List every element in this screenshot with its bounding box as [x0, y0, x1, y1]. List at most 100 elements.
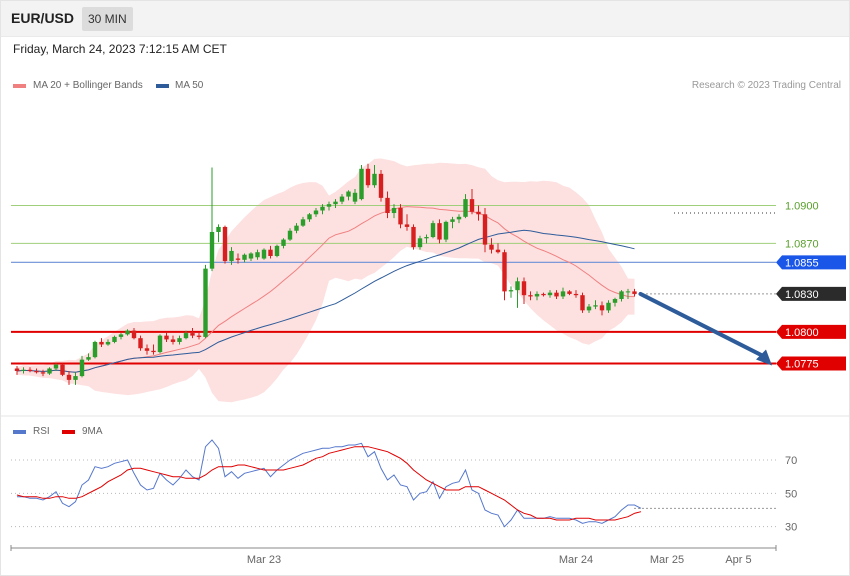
candle-body [632, 291, 637, 294]
candle-body [105, 341, 111, 345]
x-tick-label: Mar 24 [559, 554, 593, 566]
candle-body [177, 338, 182, 342]
candle-body [411, 226, 416, 248]
candle-body [34, 371, 39, 373]
candle-body [268, 249, 273, 256]
candle-body [567, 291, 572, 294]
rsi-tick-label: 50 [785, 488, 797, 500]
candle-body [456, 216, 462, 220]
candle-body [183, 333, 189, 339]
candle-body [326, 204, 332, 207]
candle-body [86, 357, 91, 360]
candle-body [281, 239, 286, 246]
level-tag-1.0855 [776, 255, 846, 270]
candle-body [385, 197, 390, 214]
candle-body [424, 237, 429, 239]
level-tag-1.0775 [776, 356, 846, 371]
bollinger-legend-label: MA 20 + Bollinger Bands [33, 80, 143, 91]
candle-body [339, 196, 345, 202]
candle-body [606, 302, 611, 311]
candle-body [92, 341, 98, 358]
candle-body [489, 244, 494, 250]
candle-body [573, 293, 579, 296]
candle-body [476, 211, 481, 215]
candle-body [79, 359, 85, 377]
candle-body [372, 173, 377, 186]
candle-body [307, 214, 312, 220]
candle-body [196, 335, 202, 337]
ma50-legend-swatch [156, 84, 169, 88]
candle-body [612, 298, 618, 303]
rsi-legend-swatch [13, 430, 26, 434]
candle-body [125, 330, 130, 335]
candle-body [352, 192, 358, 202]
candle-body [508, 290, 514, 292]
candle-body [66, 374, 72, 380]
candle-body [580, 295, 585, 311]
candle-body [443, 221, 449, 240]
candle-body [502, 252, 507, 292]
x-tick-label: Mar 25 [650, 554, 684, 566]
candle-body [463, 199, 468, 217]
candle-body [21, 369, 26, 371]
candle-body [586, 306, 592, 311]
candle-body [222, 226, 228, 262]
candle-body [404, 224, 410, 227]
x-tick-label: Mar 23 [247, 554, 281, 566]
interval-badge[interactable]: 30 MIN [82, 7, 133, 31]
rsi-legend-label: RSI [33, 426, 50, 437]
bollinger-band [17, 158, 635, 403]
projection-arrow-shaft [638, 291, 764, 358]
candle-body [528, 295, 533, 297]
candle-body [242, 254, 247, 260]
candle-body [560, 291, 566, 297]
candle-body [482, 214, 488, 245]
candle-body [144, 348, 150, 351]
candle-body [450, 219, 455, 222]
candle-body [287, 230, 293, 240]
candle-body [190, 333, 195, 336]
credit-text: Research © 2023 Trading Central [691, 80, 841, 91]
candle-body [313, 210, 319, 215]
candle-body [99, 341, 104, 345]
level-label-1.0900: 1.0900 [785, 200, 819, 212]
level-label-1.0855: 1.0855 [785, 257, 819, 269]
candle-body [73, 376, 78, 380]
candle-body [274, 245, 280, 256]
candle-body [300, 219, 306, 226]
level-label-1.0830: 1.0830 [785, 289, 819, 301]
candle-body [203, 268, 208, 337]
rsi-ma-line [16, 446, 642, 521]
candle-body [593, 305, 598, 307]
candle-body [53, 364, 59, 369]
candle-body [619, 291, 624, 299]
candle-body [14, 368, 20, 372]
candle-body [209, 231, 215, 269]
candle-body [40, 372, 46, 374]
candle-body [47, 368, 52, 374]
rsi-tick-label: 30 [785, 522, 797, 534]
candle-body [60, 364, 65, 375]
rsi-tick-label: 70 [785, 455, 797, 467]
candle-body [27, 369, 33, 372]
candle-body [359, 168, 364, 200]
candle-body [495, 249, 501, 253]
candle-body [112, 336, 117, 342]
header-bar [1, 1, 849, 37]
candle-body [248, 253, 254, 259]
candle-body [164, 335, 169, 340]
candle-body [541, 293, 546, 296]
candle-body [469, 199, 475, 212]
candle-body [391, 207, 397, 214]
candle-body [261, 249, 267, 259]
candle-body [118, 334, 124, 337]
candle-body [521, 281, 527, 296]
bollinger-legend-swatch [13, 84, 26, 88]
candle-body [320, 206, 325, 211]
ma50-line [16, 229, 635, 373]
candle-body [151, 350, 156, 353]
candle-body [216, 226, 221, 232]
